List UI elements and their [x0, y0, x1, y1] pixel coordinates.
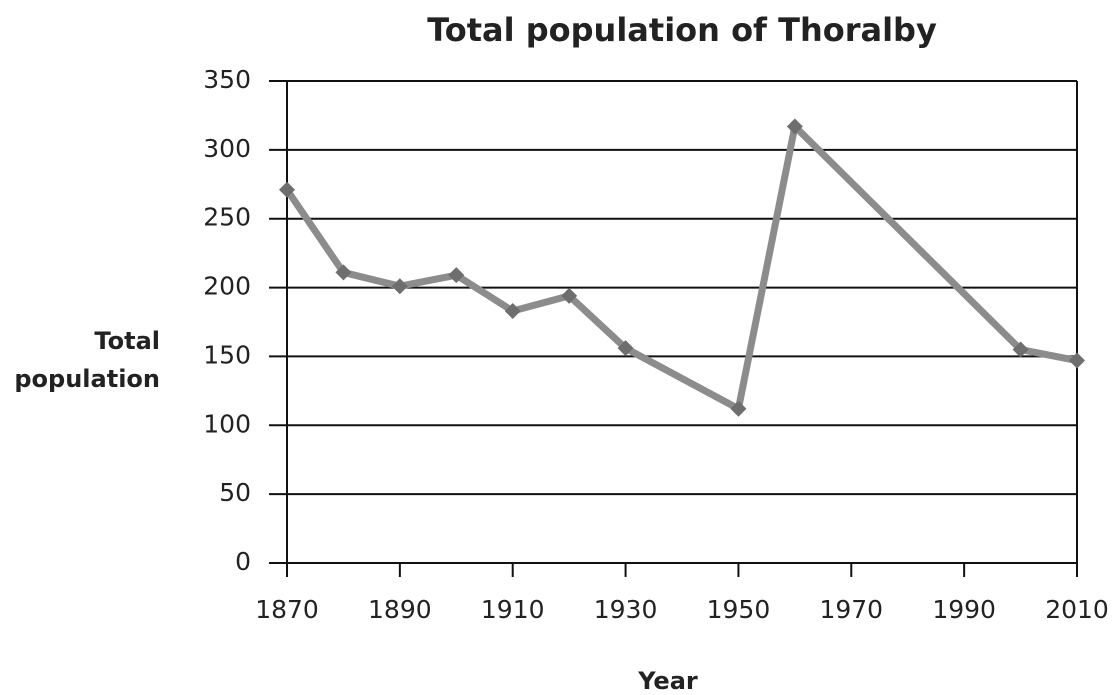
x-tick-label: 1990: [932, 595, 996, 624]
x-tick-label: 2010: [1045, 595, 1109, 624]
data-point: [504, 302, 521, 319]
data-point: [1012, 341, 1029, 358]
y-tick-label: 200: [203, 272, 251, 301]
y-tick-label: 50: [219, 478, 251, 507]
x-tick-label: 1970: [819, 595, 883, 624]
data-point: [335, 264, 352, 281]
y-tick-label: 300: [203, 134, 251, 163]
x-tick-label: 1930: [594, 595, 658, 624]
y-tick-label: 250: [203, 203, 251, 232]
x-axis-label: Year: [637, 667, 698, 695]
data-point: [786, 118, 803, 135]
y-tick-label: 350: [203, 65, 251, 94]
data-point: [617, 340, 634, 357]
data-point: [1069, 352, 1085, 369]
y-tick-label: 0: [235, 547, 251, 576]
data-point: [391, 278, 408, 295]
chart-title: Total population of Thoralby: [427, 11, 937, 49]
y-axis-label: Total population: [14, 327, 160, 393]
x-tick-label: 1950: [707, 595, 771, 624]
data-point: [279, 181, 295, 198]
x-tick-label: 1890: [368, 595, 432, 624]
data-point: [561, 287, 578, 304]
data-point: [448, 267, 465, 284]
y-tick-label: 150: [203, 340, 251, 369]
data-point: [730, 400, 747, 417]
data-line: [284, 122, 1078, 413]
x-tick-label: 1910: [481, 595, 545, 624]
y-tick-label: 100: [203, 409, 251, 438]
x-tick-label: 1870: [255, 595, 319, 624]
